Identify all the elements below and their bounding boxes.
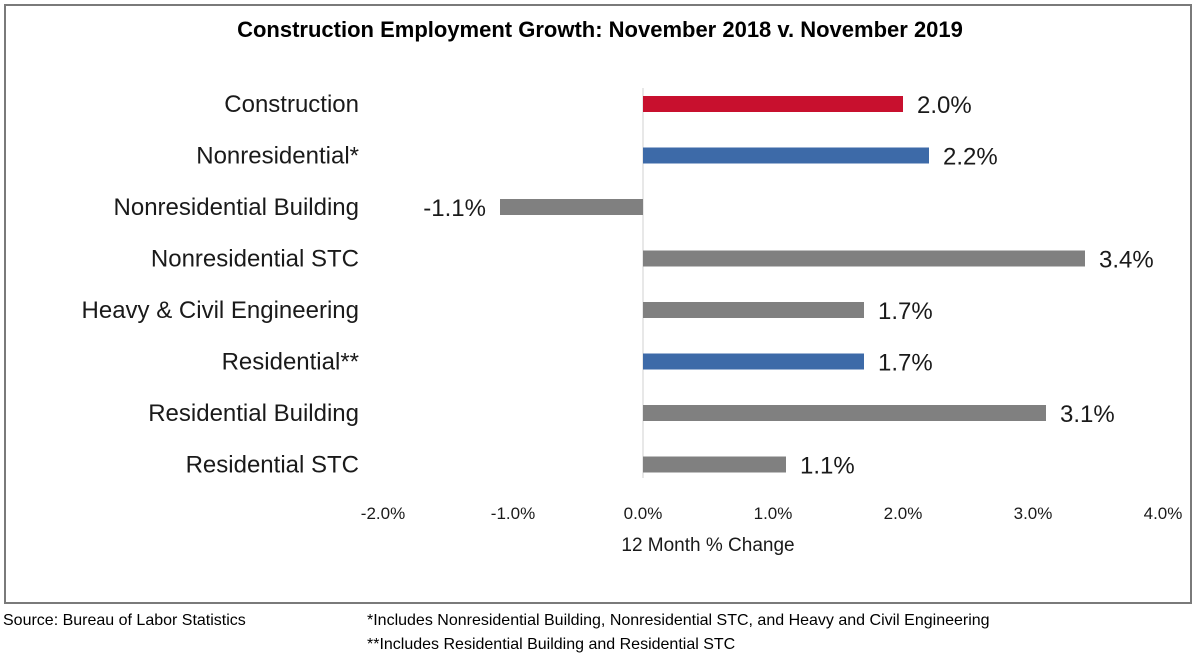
- source-note: Source: Bureau of Labor Statistics: [3, 612, 246, 629]
- value-label: 3.4%: [1099, 247, 1154, 274]
- bar: [643, 405, 1046, 421]
- value-label: 1.7%: [878, 298, 933, 325]
- category-label: Residential STC: [186, 452, 359, 479]
- category-label: Heavy & Civil Engineering: [82, 297, 359, 324]
- category-label: Nonresidential*: [196, 143, 359, 170]
- value-label: -1.1%: [423, 195, 486, 222]
- value-label: 1.1%: [800, 453, 855, 480]
- category-label: Nonresidential STC: [151, 246, 359, 273]
- category-label: Nonresidential Building: [114, 194, 359, 221]
- bar: [643, 456, 786, 473]
- x-tick-label: 2.0%: [884, 504, 923, 523]
- bar: [643, 250, 1085, 267]
- category-label: Residential**: [222, 349, 359, 376]
- bar: [500, 199, 643, 215]
- footnote-nonresidential: *Includes Nonresidential Building, Nonre…: [367, 612, 990, 629]
- x-tick-label: 4.0%: [1144, 504, 1183, 523]
- value-label: 1.7%: [878, 350, 933, 377]
- bar: [643, 147, 929, 164]
- bar: [643, 353, 864, 370]
- x-tick-label: 1.0%: [754, 504, 793, 523]
- x-tick-label: 3.0%: [1014, 504, 1053, 523]
- x-tick-label: -2.0%: [361, 504, 405, 523]
- category-label: Residential Building: [148, 400, 359, 427]
- bar: [643, 302, 864, 318]
- value-label: 2.0%: [917, 92, 972, 119]
- x-tick-label: -1.0%: [491, 504, 535, 523]
- value-label: 2.2%: [943, 144, 998, 171]
- footnote-residential: **Includes Residential Building and Resi…: [367, 636, 736, 653]
- value-label: 3.1%: [1060, 401, 1115, 428]
- x-tick-label: 0.0%: [624, 504, 663, 523]
- chart-title: Construction Employment Growth: November…: [237, 17, 963, 42]
- chart-frame: [4, 4, 1192, 604]
- bar: [643, 96, 903, 112]
- category-label: Construction: [224, 91, 359, 118]
- x-axis-title: 12 Month % Change: [621, 535, 794, 556]
- bar-chart: Construction 2.0% Nonresidential* 2.2% Nonre…: [82, 88, 1183, 556]
